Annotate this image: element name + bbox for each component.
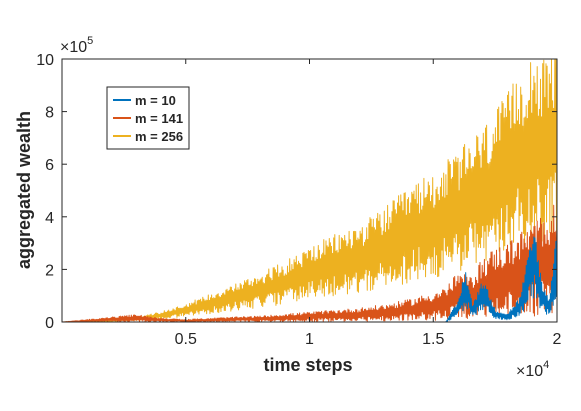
x-tick-label: 1 bbox=[305, 331, 314, 348]
legend-entry: m = 10 bbox=[135, 93, 176, 108]
x-multiplier-exp: 4 bbox=[543, 359, 549, 371]
ticks-layer: 0.5 1 1.5 2 0 2 4 6 8 10 bbox=[36, 52, 561, 348]
legend-entry: m = 141 bbox=[135, 111, 183, 126]
series-line-1 bbox=[61, 204, 558, 323]
y-axis-label: aggregated wealth bbox=[14, 111, 34, 269]
y-tick-label: 0 bbox=[45, 315, 54, 332]
y-tick-label: 6 bbox=[45, 157, 54, 174]
x-multiplier-base: ×10 bbox=[516, 363, 543, 380]
y-tick-label: 8 bbox=[45, 105, 54, 122]
x-tick-label: 2 bbox=[553, 331, 562, 348]
y-tick-label: 4 bbox=[45, 210, 54, 227]
y-multiplier-label: ×105 bbox=[60, 35, 93, 56]
x-multiplier-label: ×104 bbox=[516, 359, 549, 380]
legend-box bbox=[106, 86, 190, 150]
x-tick-label: 0.5 bbox=[175, 331, 197, 348]
legend: m = 10 m = 141 m = 256 bbox=[106, 86, 190, 150]
x-axis-label: time steps bbox=[263, 355, 352, 375]
y-tick-label: 10 bbox=[36, 52, 54, 69]
legend-entry: m = 256 bbox=[135, 129, 183, 144]
y-multiplier-base: ×10 bbox=[60, 39, 87, 56]
x-tick-label: 1.5 bbox=[422, 331, 444, 348]
y-tick-label: 2 bbox=[45, 262, 54, 279]
y-multiplier-exp: 5 bbox=[87, 35, 93, 47]
